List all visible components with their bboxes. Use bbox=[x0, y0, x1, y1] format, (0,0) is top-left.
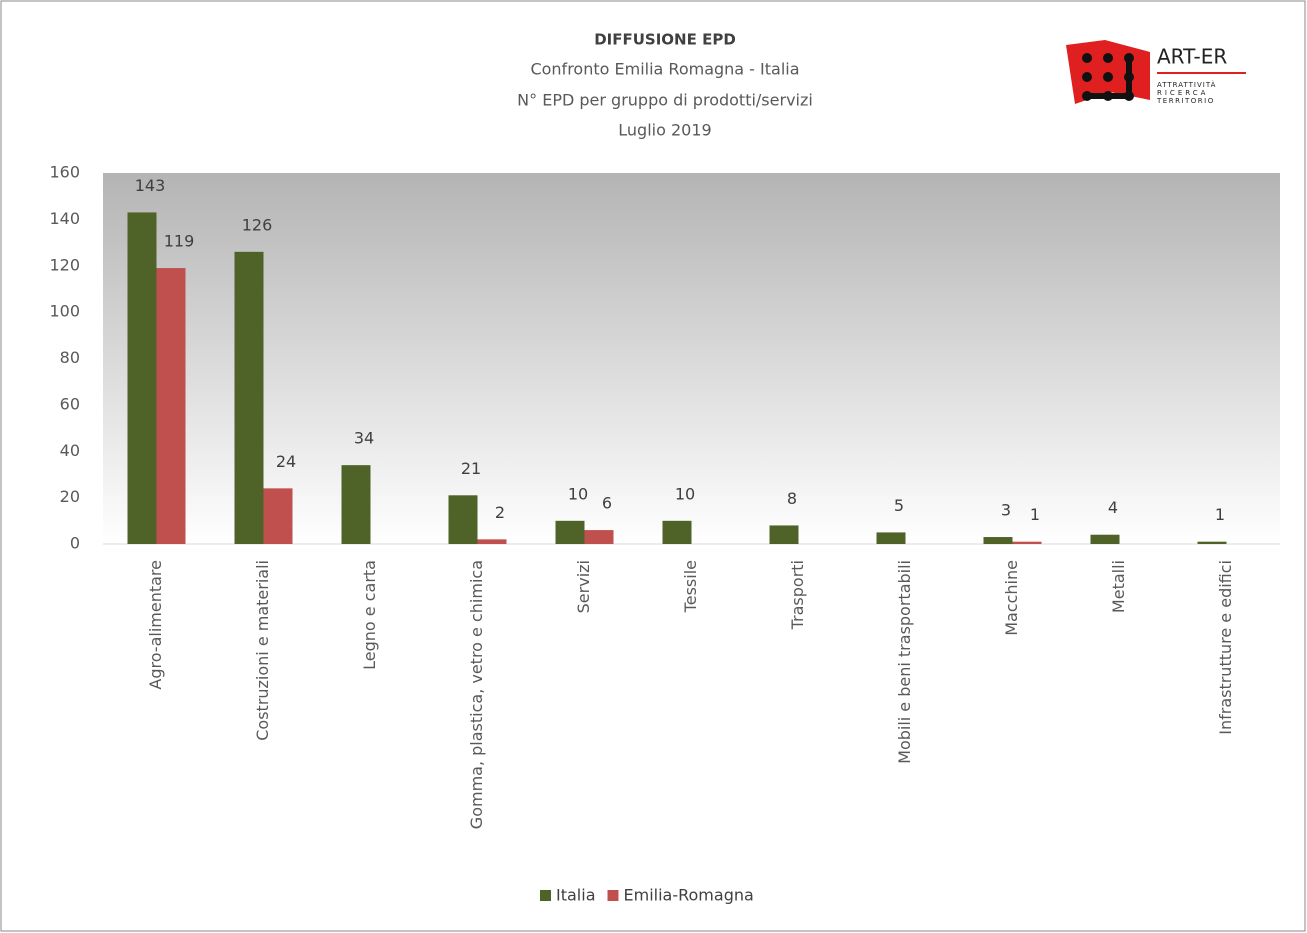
bar bbox=[983, 537, 1013, 544]
chart-subtitle: N° EPD per gruppo di prodotti/servizi bbox=[517, 91, 813, 110]
y-tick-label: 20 bbox=[60, 487, 80, 506]
data-label: 143 bbox=[135, 176, 166, 195]
bar bbox=[156, 268, 186, 544]
x-tick-label: Tessile bbox=[681, 560, 700, 613]
data-label: 10 bbox=[568, 484, 588, 503]
x-tick-label: Infrastrutture e edifici bbox=[1216, 560, 1235, 735]
x-tick-label: Costruzioni e materiali bbox=[253, 560, 272, 741]
x-tick-label: Gomma, plastica, vetro e chimica bbox=[467, 560, 486, 829]
bar bbox=[769, 525, 799, 544]
x-tick-label: Mobili e beni trasportabili bbox=[895, 560, 914, 764]
y-tick-label: 40 bbox=[60, 441, 80, 460]
y-tick-label: 160 bbox=[49, 163, 80, 182]
data-label: 2 bbox=[495, 503, 505, 522]
x-tick-label: Trasporti bbox=[788, 560, 807, 630]
data-label: 3 bbox=[1001, 501, 1011, 520]
data-label: 21 bbox=[461, 459, 481, 478]
data-label: 8 bbox=[787, 489, 797, 508]
chart-subtitle: Confronto Emilia Romagna - Italia bbox=[530, 60, 799, 79]
bar bbox=[555, 520, 585, 544]
bar bbox=[234, 251, 264, 544]
logo: ART-ER ATTRATTIVITÀ RICERCA TERRITORIO bbox=[1066, 40, 1246, 105]
logo-tagline: RICERCA bbox=[1157, 89, 1208, 97]
bar bbox=[662, 520, 692, 544]
bar bbox=[448, 495, 478, 544]
data-label: 119 bbox=[164, 232, 195, 251]
bar bbox=[1090, 534, 1120, 544]
bar bbox=[477, 539, 507, 544]
legend-label: Italia bbox=[556, 886, 596, 905]
chart-title: DIFFUSIONE EPD bbox=[594, 31, 736, 49]
data-label: 24 bbox=[276, 452, 296, 471]
x-tick-label: Agro-alimentare bbox=[146, 560, 165, 690]
bar bbox=[584, 530, 614, 544]
y-tick-label: 120 bbox=[49, 255, 80, 274]
data-label: 5 bbox=[894, 496, 904, 515]
x-tick-label: Macchine bbox=[1002, 560, 1021, 636]
y-tick-label: 140 bbox=[49, 209, 80, 228]
data-label: 34 bbox=[354, 429, 374, 448]
logo-tagline: TERRITORIO bbox=[1156, 97, 1215, 105]
legend-swatch bbox=[607, 890, 619, 901]
y-tick-label: 80 bbox=[60, 348, 80, 367]
bar bbox=[127, 212, 157, 544]
y-tick-label: 60 bbox=[60, 394, 80, 413]
y-tick-label: 0 bbox=[70, 534, 80, 553]
bar bbox=[1197, 541, 1227, 544]
x-tick-label: Legno e carta bbox=[360, 560, 379, 670]
logo-tagline: ATTRATTIVITÀ bbox=[1157, 80, 1216, 89]
data-label: 4 bbox=[1108, 498, 1118, 517]
data-label: 126 bbox=[242, 215, 273, 234]
plot-background bbox=[103, 173, 1280, 544]
data-label: 1 bbox=[1215, 505, 1225, 524]
y-tick-label: 100 bbox=[49, 302, 80, 321]
bar bbox=[876, 532, 906, 544]
logo-dots bbox=[1082, 53, 1134, 101]
legend-swatch bbox=[540, 890, 551, 901]
bar bbox=[341, 465, 371, 544]
bar bbox=[263, 488, 293, 544]
x-tick-label: Servizi bbox=[574, 560, 593, 613]
data-label: 6 bbox=[602, 494, 612, 513]
data-label: 10 bbox=[675, 484, 695, 503]
data-label: 1 bbox=[1030, 505, 1040, 524]
logo-name: ART-ER bbox=[1157, 45, 1227, 69]
legend-label: Emilia-Romagna bbox=[624, 886, 754, 905]
x-tick-label: Metalli bbox=[1109, 560, 1128, 613]
chart-subtitle: Luglio 2019 bbox=[618, 121, 711, 140]
bar bbox=[1012, 541, 1042, 544]
